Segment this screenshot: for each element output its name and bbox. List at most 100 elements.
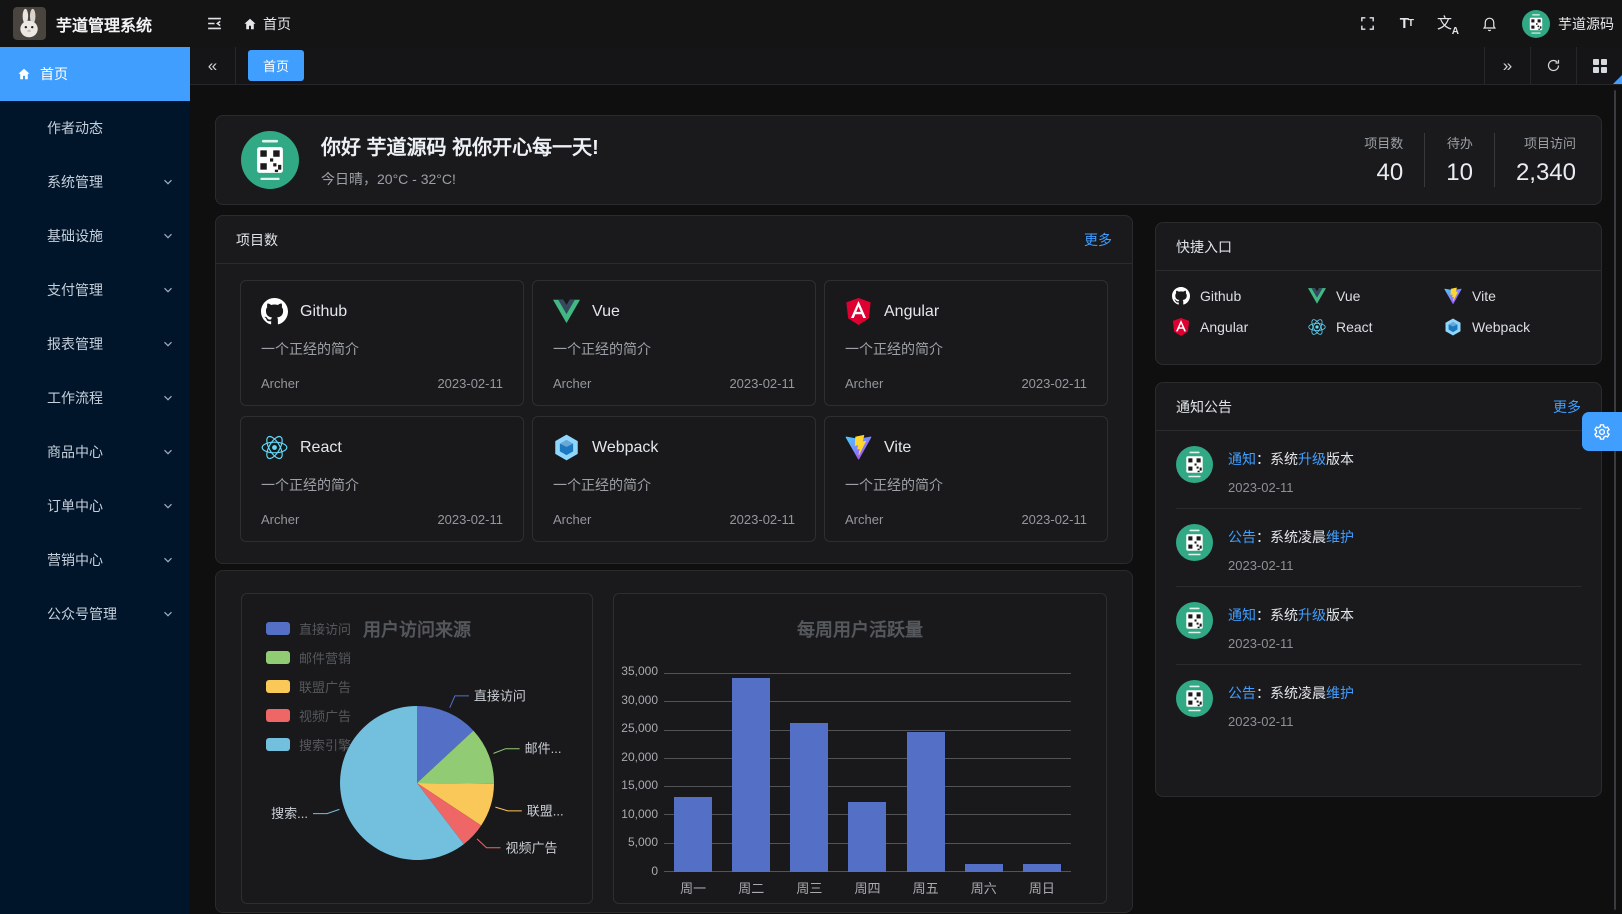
sidebar-item-7[interactable]: 商品中心 <box>0 425 190 479</box>
stat-待办: 待办 10 <box>1424 133 1494 187</box>
sidebar-item-8[interactable]: 订单中心 <box>0 479 190 533</box>
project-card-vite[interactable]: Vite 一个正经的简介 Archer 2023-02-11 <box>824 416 1108 542</box>
legend-item[interactable]: 视频广告 <box>266 706 351 725</box>
shortcut-vue[interactable]: Vue <box>1308 285 1444 307</box>
project-card-github[interactable]: Github 一个正经的简介 Archer 2023-02-11 <box>240 280 524 406</box>
legend-item[interactable]: 联盟广告 <box>266 677 351 696</box>
project-author: Archer <box>553 512 592 527</box>
shortcut-github[interactable]: Github <box>1172 285 1308 307</box>
sidebar-item-label: 支付管理 <box>47 282 103 298</box>
sidebar-item-1[interactable]: 作者动态 <box>0 101 190 155</box>
legend-swatch <box>266 738 290 751</box>
projects-more-link[interactable]: 更多 <box>1084 231 1112 248</box>
vite-icon <box>845 434 872 461</box>
tabbar-actions: » <box>1484 47 1622 84</box>
project-name: Vue <box>592 302 620 320</box>
sidebar-item-9[interactable]: 营销中心 <box>0 533 190 587</box>
sidebar-item-5[interactable]: 报表管理 <box>0 317 190 371</box>
home-icon <box>243 17 257 31</box>
shortcut-label: Webpack <box>1472 319 1531 335</box>
sidebar-item-2[interactable]: 系统管理 <box>0 155 190 209</box>
y-axis-tick: 35,000 <box>621 664 658 678</box>
shortcut-vite[interactable]: Vite <box>1444 285 1580 307</box>
project-card-react[interactable]: React 一个正经的简介 Archer 2023-02-11 <box>240 416 524 542</box>
sidebar-item-label: 作者动态 <box>47 120 103 136</box>
shortcuts-panel: 快捷入口 Github Vue Vite Angular React Webpa… <box>1155 222 1602 365</box>
pie-chart-title: 用户访问来源 <box>363 620 471 640</box>
tab-home[interactable]: 首页 <box>248 50 305 81</box>
bar-plot-area <box>664 673 1071 872</box>
greeting-text: 你好 芋道源码 祝你开心每一天! <box>321 137 599 159</box>
active-corner-indicator <box>1613 75 1622 84</box>
notice-item-1[interactable]: 通知：系统升级版本 2023-02-11 <box>1176 431 1581 509</box>
vue-icon <box>553 298 580 325</box>
tabs-scroll-right-icon[interactable]: » <box>1484 47 1530 84</box>
x-axis-label: 周二 <box>738 881 765 896</box>
refresh-icon[interactable] <box>1530 47 1576 84</box>
project-name: Vite <box>884 438 912 456</box>
sidebar-item-label: 报表管理 <box>47 336 103 352</box>
notices-more-link[interactable]: 更多 <box>1553 398 1581 415</box>
angular-icon <box>1172 318 1190 336</box>
y-axis-tick: 10,000 <box>621 806 658 821</box>
chevron-down-icon <box>164 179 172 185</box>
stat-label: 待办 <box>1446 136 1473 151</box>
notice-item-2[interactable]: 公告：系统凌晨维护 2023-02-11 <box>1176 509 1581 587</box>
sidebar: 首页作者动态系统管理基础设施支付管理报表管理工作流程 商品中心 订单中心 营销中心 公众… <box>0 47 190 914</box>
project-card-angular[interactable]: Angular 一个正经的简介 Archer 2023-02-11 <box>824 280 1108 406</box>
breadcrumb[interactable]: 首页 <box>243 14 291 34</box>
shortcut-webpack[interactable]: Webpack <box>1444 316 1580 338</box>
project-desc: 一个正经的简介 <box>261 477 359 493</box>
y-axis-tick: 20,000 <box>621 749 658 764</box>
projects-title: 项目数 <box>236 231 278 248</box>
app-logo <box>13 7 46 40</box>
fullscreen-icon[interactable] <box>1359 15 1376 32</box>
sidebar-item-3[interactable]: 基础设施 <box>0 209 190 263</box>
menu-fold-icon[interactable] <box>206 15 223 32</box>
chevron-down-icon <box>164 233 172 239</box>
stat-项目访问: 项目访问 2,340 <box>1493 133 1576 187</box>
legend-label: 联盟广告 <box>299 680 352 695</box>
project-date: 2023-02-11 <box>729 376 795 391</box>
project-card-webpack[interactable]: Webpack 一个正经的简介 Archer 2023-02-11 <box>532 416 816 542</box>
project-name: React <box>300 438 342 456</box>
shortcut-angular[interactable]: Angular <box>1172 316 1308 338</box>
project-card-vue[interactable]: Vue 一个正经的简介 Archer 2023-02-11 <box>532 280 816 406</box>
sidebar-item-home[interactable]: 首页 <box>0 47 190 101</box>
shortcut-label: Vue <box>1336 288 1361 304</box>
shortcut-label: Angular <box>1200 319 1249 335</box>
notice-item-3[interactable]: 通知：系统升级版本 2023-02-11 <box>1176 587 1581 665</box>
stat-value: 2,340 <box>1515 159 1576 186</box>
notice-qr-avatar <box>1176 602 1213 651</box>
tabs-scroll-left-icon[interactable]: « <box>190 47 236 84</box>
scrollbar[interactable] <box>1614 90 1616 910</box>
legend-swatch <box>266 622 290 635</box>
legend-item[interactable]: 直接访问 <box>266 619 351 638</box>
shortcut-react[interactable]: React <box>1308 316 1444 338</box>
layout-grid-icon[interactable] <box>1576 47 1622 84</box>
notice-item-4[interactable]: 公告：系统凌晨维护 2023-02-11 <box>1176 665 1581 742</box>
stat-value: 40 <box>1376 159 1404 186</box>
bar <box>964 864 1003 872</box>
project-desc: 一个正经的简介 <box>553 477 651 493</box>
sidebar-item-6[interactable]: 工作流程 <box>0 371 190 425</box>
tabbar: « 首页 » <box>190 47 1622 85</box>
sidebar-item-10[interactable]: 公众号管理 <box>0 587 190 641</box>
notice-date: 2023-02-11 <box>1228 480 1294 495</box>
user-avatar <box>1522 9 1550 38</box>
notification-bell-icon[interactable] <box>1481 15 1498 32</box>
user-menu[interactable]: 芋道源码 <box>1522 9 1614 38</box>
legend-item[interactable]: 搜索引擎 <box>266 735 351 754</box>
app-title: 芋道管理系统 <box>56 17 153 35</box>
notice-qr-avatar <box>1176 524 1213 573</box>
legend-item[interactable]: 邮件营销 <box>266 648 351 667</box>
sidebar-item-label: 系统管理 <box>47 174 103 190</box>
legend-label: 邮件营销 <box>299 651 352 666</box>
sidebar-item-label: 首页 <box>40 66 68 82</box>
legend-label: 视频广告 <box>299 709 352 724</box>
y-axis-tick: 15,000 <box>621 778 658 793</box>
settings-gear-button[interactable] <box>1582 412 1622 451</box>
sidebar-item-4[interactable]: 支付管理 <box>0 263 190 317</box>
